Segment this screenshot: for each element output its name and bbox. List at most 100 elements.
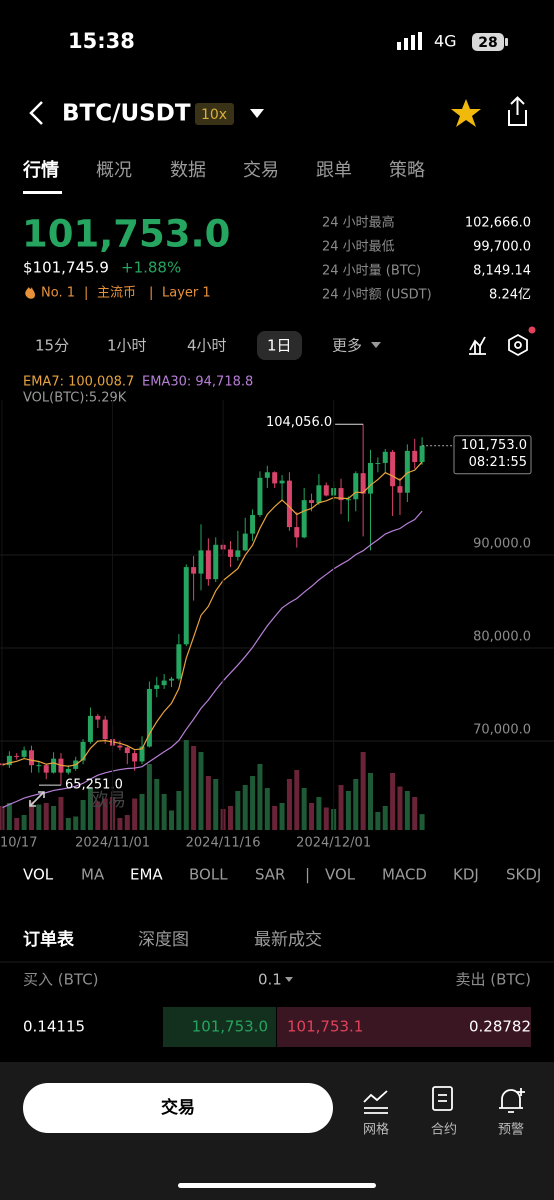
indicator-tab[interactable]: SAR <box>255 866 285 884</box>
tab[interactable]: 交易 <box>243 160 279 181</box>
candle-body <box>368 462 373 494</box>
clock: 15:38 <box>68 29 135 53</box>
share-icon[interactable] <box>508 96 527 126</box>
usd-price: $101,745.9 <box>23 259 109 277</box>
pair[interactable]: BTC/USDT <box>62 101 191 127</box>
candle-body <box>117 745 123 748</box>
volume-bar <box>242 785 248 830</box>
last-price-label: 101,753.0 <box>461 438 527 453</box>
indicator-tab[interactable]: BOLL <box>189 866 228 884</box>
tab[interactable]: 数据 <box>170 160 206 181</box>
draw-tool-icon[interactable] <box>469 336 486 355</box>
alert-icon[interactable] <box>499 1089 523 1113</box>
fullscreen-icon[interactable] <box>29 791 45 807</box>
trade-button[interactable] <box>23 1083 333 1133</box>
leverage: 10x <box>201 107 227 123</box>
annotation-label: 65,251.0 <box>65 778 123 793</box>
bid-price: 101,753.0 <box>192 1018 268 1036</box>
x-tick-label: 2024/11/01 <box>75 836 150 851</box>
tab[interactable]: 行情 <box>22 159 59 181</box>
volume-bar <box>205 776 211 830</box>
orderbook-tab[interactable]: 最新成交 <box>254 930 322 950</box>
volume-bar <box>191 746 197 830</box>
volume-bar <box>14 818 20 830</box>
tag: | <box>84 286 88 301</box>
candle-body <box>43 765 49 773</box>
indicator-tab[interactable]: VOL <box>23 866 54 884</box>
network: 4G <box>434 32 457 51</box>
step-caret[interactable] <box>285 977 293 982</box>
action-label[interactable]: 网格 <box>363 1122 389 1138</box>
stat-value: 8,149.14 <box>473 264 531 279</box>
period[interactable]: 4小时 <box>187 337 227 355</box>
last-price-box <box>453 435 532 475</box>
candle-body <box>323 485 329 496</box>
more-caret[interactable] <box>371 342 381 348</box>
volume-bar <box>390 773 396 830</box>
y-tick-label: 80,000.0 <box>473 630 531 645</box>
indicator-tab[interactable]: VOL <box>325 866 356 884</box>
candle-body <box>65 768 71 773</box>
candle-body <box>294 527 300 538</box>
volume-bar <box>412 797 418 830</box>
candle-body <box>6 755 12 766</box>
orderbook-tab[interactable]: 订单表 <box>23 929 75 950</box>
indicator-tab[interactable]: MACD <box>382 866 427 884</box>
indicator-tab[interactable]: KDJ <box>453 866 479 884</box>
candle-body <box>124 747 130 754</box>
candle-body <box>419 445 425 463</box>
step[interactable]: 0.1 <box>258 971 282 989</box>
notification-dot <box>528 326 536 334</box>
period[interactable]: 15分 <box>35 337 69 355</box>
volume-bar <box>6 803 12 830</box>
candle-body <box>205 550 211 580</box>
candle-body <box>390 451 396 487</box>
volume-bar <box>176 791 182 830</box>
back-button[interactable] <box>29 101 43 125</box>
orderbook-tab[interactable]: 深度图 <box>138 930 189 950</box>
ask-size: 0.28782 <box>469 1018 531 1036</box>
tab[interactable]: 概况 <box>96 160 132 181</box>
volume-bar <box>294 770 300 830</box>
action-icons <box>363 1086 525 1114</box>
period[interactable]: 1小时 <box>107 337 147 355</box>
candle-body <box>169 678 175 681</box>
action-label[interactable]: 预警 <box>498 1122 524 1138</box>
volume-bar <box>28 801 34 830</box>
last-price: 101,753.0 <box>22 213 230 256</box>
volume-bar <box>80 800 86 830</box>
period[interactable]: 更多 <box>332 337 362 355</box>
candle-body <box>242 533 248 551</box>
volume-bar <box>382 806 388 830</box>
volume-bar <box>419 814 425 830</box>
favorite-star[interactable] <box>451 99 481 127</box>
candle-body <box>132 753 138 762</box>
pair-dropdown[interactable] <box>250 109 264 118</box>
candle-body <box>51 758 57 773</box>
period[interactable]: 1日 <box>267 337 292 355</box>
volume-bar <box>264 788 270 830</box>
stat-label: 24 小时额 (USDT) <box>322 288 432 303</box>
candle-body <box>176 644 182 679</box>
sell-label: 卖出 (BTC) <box>455 971 531 989</box>
volume-bar <box>21 815 27 830</box>
candle-body <box>87 715 93 742</box>
indicator-tab[interactable]: SKDJ <box>506 866 541 884</box>
volume-bar <box>95 801 101 830</box>
alert-plus <box>517 1088 525 1096</box>
contract-icon[interactable] <box>432 1086 453 1111</box>
grid-icon[interactable] <box>363 1090 388 1114</box>
settings-icon[interactable] <box>508 333 528 357</box>
action-label[interactable]: 合约 <box>431 1123 457 1138</box>
ask-depth <box>277 1007 531 1047</box>
volume-bar <box>286 779 292 830</box>
tab[interactable]: 策略 <box>389 160 425 181</box>
countdown: 08:21:55 <box>469 455 527 470</box>
volume-bar <box>316 797 322 830</box>
indicator-tab[interactable]: EMA <box>130 866 163 884</box>
tab[interactable]: 跟单 <box>316 160 352 181</box>
trade-button-label[interactable]: 交易 <box>161 1097 195 1118</box>
volume-bar <box>154 779 160 830</box>
indicator-tab[interactable]: MA <box>81 866 105 884</box>
